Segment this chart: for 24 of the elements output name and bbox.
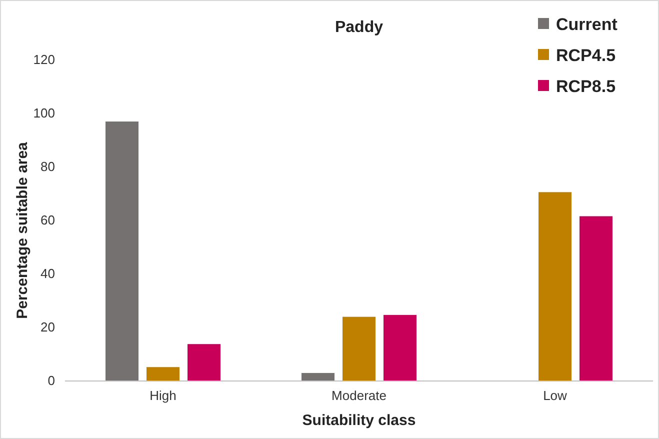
y-tick-label: 100 (33, 106, 55, 121)
legend-label: RCP4.5 (556, 46, 616, 65)
x-axis-title: Suitability class (302, 412, 416, 429)
y-axis-title: Percentage suitable area (14, 141, 31, 319)
x-tick-label: Moderate (332, 388, 386, 404)
bar (342, 316, 376, 381)
bar (302, 372, 334, 381)
y-tick-label: 120 (33, 52, 55, 68)
y-tick-label: 20 (40, 320, 55, 335)
y-tick-label: 80 (40, 159, 55, 174)
y-tick-label: 0 (48, 373, 55, 388)
bar (384, 314, 416, 381)
bar (188, 344, 220, 381)
bar (146, 367, 180, 381)
x-tick-label: Low (543, 388, 568, 404)
legend-label: Current (556, 15, 618, 34)
bar (106, 122, 138, 381)
x-tick-label: High (150, 388, 176, 404)
legend-label: RCP8.5 (556, 77, 616, 96)
y-tick-label: 40 (40, 266, 55, 282)
y-tick-label: 60 (40, 212, 55, 228)
chart-title: Paddy (334, 19, 384, 36)
bar (580, 216, 612, 381)
bar (538, 192, 572, 381)
